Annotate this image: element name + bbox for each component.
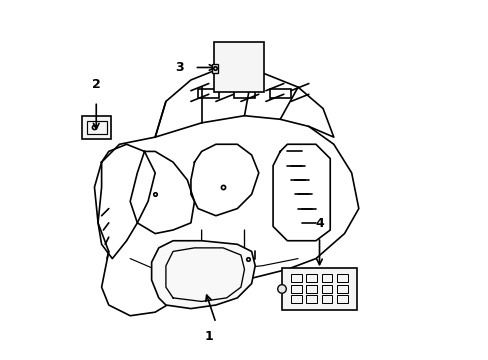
Bar — [269, 89, 290, 98]
FancyBboxPatch shape — [82, 116, 110, 139]
Text: 1: 1 — [204, 330, 213, 343]
FancyBboxPatch shape — [214, 42, 264, 93]
Bar — [87, 121, 107, 134]
Text: 2: 2 — [92, 78, 101, 91]
Bar — [233, 89, 255, 98]
Bar — [305, 296, 316, 303]
FancyBboxPatch shape — [282, 267, 356, 310]
Bar — [290, 296, 301, 303]
Bar — [198, 89, 219, 98]
Text: 4: 4 — [314, 217, 323, 230]
Polygon shape — [151, 241, 255, 309]
Bar — [336, 296, 347, 303]
Bar — [212, 64, 217, 73]
Bar — [336, 274, 347, 282]
Bar — [305, 285, 316, 293]
Text: 3: 3 — [175, 61, 183, 74]
Bar — [321, 285, 332, 293]
Circle shape — [277, 285, 285, 293]
Bar — [321, 296, 332, 303]
Bar — [336, 285, 347, 293]
Bar — [305, 274, 316, 282]
Bar — [321, 274, 332, 282]
Bar — [290, 285, 301, 293]
Bar — [290, 274, 301, 282]
